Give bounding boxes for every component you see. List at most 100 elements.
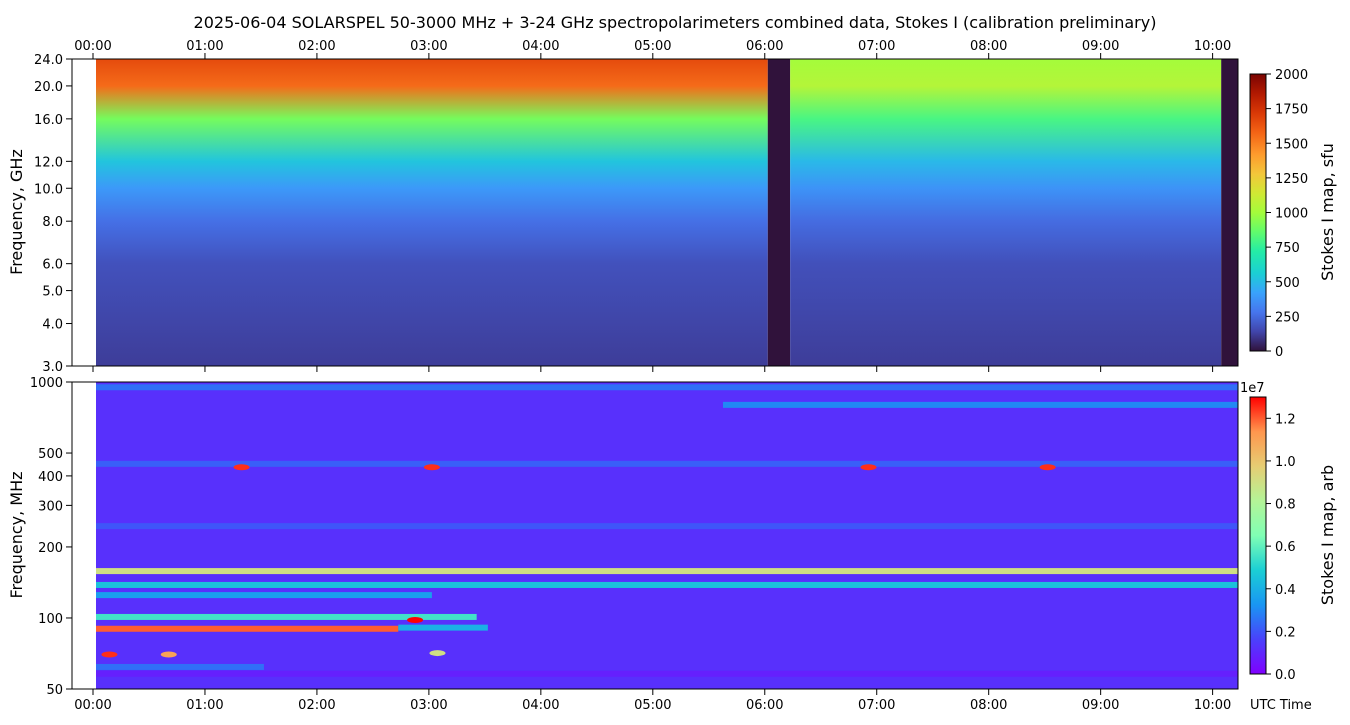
bottom-heatmap bbox=[96, 382, 1238, 689]
bottom-x-tick-label: 01:00 bbox=[186, 698, 223, 713]
bottom-y-tick-label: 200 bbox=[38, 541, 63, 556]
top-colorbar-tick-label: 1500 bbox=[1275, 137, 1308, 152]
bottom-heatmap-background bbox=[96, 382, 1238, 689]
top-colorbar-tick-label: 2000 bbox=[1275, 68, 1308, 83]
top-y-tick-label: 6.0 bbox=[42, 258, 63, 273]
bottom-x-tick-label: 09:00 bbox=[1082, 698, 1119, 713]
top-x-tick-label: 10:00 bbox=[1194, 39, 1231, 54]
bottom-band bbox=[722, 401, 1238, 408]
top-x-tick-label: 05:00 bbox=[634, 39, 671, 54]
bottom-burst bbox=[160, 651, 177, 658]
top-x-tick-label: 06:00 bbox=[746, 39, 783, 54]
top-colorbar-tick-label: 500 bbox=[1275, 276, 1300, 291]
bottom-colorbar-label: Stokes I map, arb bbox=[1318, 465, 1337, 605]
top-colorbar: 0 250 500 750 1000 1250 1500 1750 2000 Stokes I … bbox=[1249, 68, 1337, 360]
bottom-band bbox=[96, 592, 432, 599]
bottom-colorbar-tick-label: 0.0 bbox=[1275, 668, 1296, 683]
utc-time-label: UTC Time bbox=[1250, 698, 1312, 713]
bottom-colorbar-tick-label: 1.0 bbox=[1275, 455, 1296, 470]
bottom-x-tick-label: 08:00 bbox=[970, 698, 1007, 713]
top-colorbar-tick-label: 0 bbox=[1275, 345, 1283, 360]
bottom-y-tick-label: 50 bbox=[46, 683, 63, 698]
bottom-band bbox=[96, 581, 1238, 588]
bottom-band bbox=[96, 663, 264, 670]
bottom-y-tick-label: 400 bbox=[38, 470, 63, 485]
bottom-colorbar-ticks: 0.0 0.2 0.4 0.6 0.8 1.0 1.2 bbox=[1266, 412, 1296, 683]
top-y-axis-label: Frequency, GHz bbox=[7, 149, 26, 275]
top-colorbar-label: Stokes I map, sfu bbox=[1318, 143, 1337, 281]
top-panel-frame bbox=[71, 58, 1239, 367]
bottom-band bbox=[96, 523, 1238, 530]
top-x-tick-label: 03:00 bbox=[410, 39, 447, 54]
top-y-tick-label: 12.0 bbox=[34, 155, 63, 170]
bottom-colorbar: 0.0 0.2 0.4 0.6 0.8 1.0 1.2 1e7 Stokes I map, … bbox=[1240, 381, 1337, 683]
top-y-tick-label: 4.0 bbox=[42, 318, 63, 333]
top-x-tick-label: 09:00 bbox=[1082, 39, 1119, 54]
top-y-tick-label: 24.0 bbox=[34, 53, 63, 68]
bottom-burst bbox=[423, 464, 440, 471]
top-x-tick-label: 00:00 bbox=[74, 39, 111, 54]
top-panel: 3.0 4.0 5.0 6.0 8.0 10.0 12.0 16.0 20.0 24.0 00:0… bbox=[7, 39, 1239, 375]
bottom-y-tick-label: 1000 bbox=[30, 376, 63, 391]
bottom-panel: 50 100 200 300 400 500 1000 00:00 01:00 02:00 03:… bbox=[7, 376, 1312, 713]
top-x-tick-label: 04:00 bbox=[522, 39, 559, 54]
bottom-x-tick-label: 05:00 bbox=[634, 698, 671, 713]
bottom-y-axis-label: Frequency, MHz bbox=[7, 471, 26, 598]
bottom-panel-frame bbox=[71, 381, 1239, 690]
top-y-tick-label: 16.0 bbox=[34, 113, 63, 128]
top-y-axis: 3.0 4.0 5.0 6.0 8.0 10.0 12.0 16.0 20.0 24.0 bbox=[34, 53, 72, 375]
bottom-band bbox=[96, 384, 1238, 391]
bottom-band bbox=[96, 625, 399, 632]
bottom-burst bbox=[429, 650, 446, 657]
top-y-tick-label: 8.0 bbox=[42, 215, 63, 230]
top-y-tick-label: 5.0 bbox=[42, 285, 63, 300]
top-heatmap bbox=[96, 59, 1238, 366]
top-colorbar-tick-label: 750 bbox=[1275, 241, 1300, 256]
bottom-colorbar-gradient bbox=[1249, 396, 1267, 675]
bottom-x-tick-label: 00:00 bbox=[74, 698, 111, 713]
top-data-gap bbox=[767, 59, 791, 366]
bottom-band bbox=[96, 670, 1238, 677]
bottom-x-tick-label: 04:00 bbox=[522, 698, 559, 713]
bottom-x-axis: 00:00 01:00 02:00 03:00 04:00 05:00 06:00 07:00… bbox=[74, 689, 1231, 713]
top-y-tick-label: 10.0 bbox=[34, 182, 63, 197]
bottom-burst bbox=[101, 651, 118, 658]
bottom-colorbar-exponent: 1e7 bbox=[1240, 381, 1265, 396]
top-colorbar-tick-label: 1000 bbox=[1275, 207, 1308, 222]
top-x-tick-label: 08:00 bbox=[970, 39, 1007, 54]
top-heatmap-segment-before-gap bbox=[96, 59, 768, 366]
bottom-band bbox=[96, 460, 1238, 467]
bottom-x-tick-label: 02:00 bbox=[298, 698, 335, 713]
top-data-end bbox=[1221, 59, 1238, 366]
bottom-burst bbox=[233, 464, 250, 471]
top-colorbar-tick-label: 1250 bbox=[1275, 172, 1308, 187]
top-colorbar-tick-label: 250 bbox=[1275, 310, 1300, 325]
bottom-x-tick-label: 10:00 bbox=[1194, 698, 1231, 713]
top-colorbar-tick-label: 1750 bbox=[1275, 103, 1308, 118]
bottom-band bbox=[96, 568, 1238, 575]
bottom-y-tick-label: 500 bbox=[38, 447, 63, 462]
bottom-colorbar-tick-label: 0.2 bbox=[1275, 625, 1296, 640]
top-x-axis: 00:00 01:00 02:00 03:00 04:00 05:00 06:00 07:00… bbox=[74, 39, 1231, 372]
top-y-tick-label: 20.0 bbox=[34, 80, 63, 95]
top-colorbar-gradient bbox=[1249, 73, 1267, 352]
bottom-band bbox=[96, 613, 477, 620]
top-heatmap-segment-after-gap bbox=[790, 59, 1222, 366]
bottom-burst bbox=[860, 464, 877, 471]
bottom-burst bbox=[407, 617, 424, 624]
bottom-burst bbox=[1039, 464, 1056, 471]
bottom-y-tick-label: 100 bbox=[38, 612, 63, 627]
bottom-y-tick-label: 300 bbox=[38, 499, 63, 514]
bottom-x-tick-label: 06:00 bbox=[746, 698, 783, 713]
bottom-colorbar-tick-label: 1.2 bbox=[1275, 412, 1296, 427]
top-x-tick-label: 02:00 bbox=[298, 39, 335, 54]
bottom-colorbar-tick-label: 0.8 bbox=[1275, 498, 1296, 513]
top-y-tick-label: 3.0 bbox=[42, 360, 63, 375]
top-x-tick-label: 07:00 bbox=[858, 39, 895, 54]
bottom-colorbar-tick-label: 0.6 bbox=[1275, 540, 1296, 555]
bottom-colorbar-tick-label: 0.4 bbox=[1275, 583, 1296, 598]
top-x-tick-label: 01:00 bbox=[186, 39, 223, 54]
figure-title: 2025-06-04 SOLARSPEL 50-3000 MHz + 3-24 … bbox=[194, 13, 1157, 32]
bottom-x-tick-label: 03:00 bbox=[410, 698, 447, 713]
